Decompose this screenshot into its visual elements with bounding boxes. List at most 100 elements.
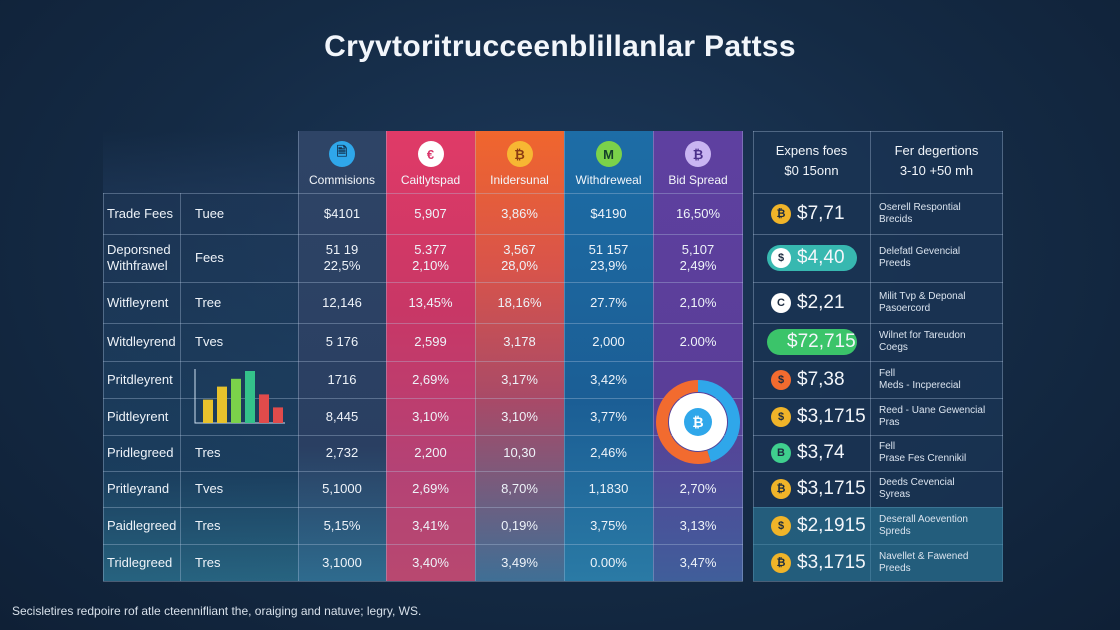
row-label: Pidtleyrent bbox=[107, 408, 169, 424]
row-type: Tres bbox=[195, 554, 221, 570]
grid-line-v bbox=[653, 131, 654, 581]
expense-value: $3,74 bbox=[797, 442, 845, 463]
bitcoin-icon: ₿ bbox=[685, 141, 711, 167]
grid-line-v bbox=[103, 193, 104, 581]
grid-line-h bbox=[753, 193, 1003, 194]
grid-line-v bbox=[180, 193, 181, 581]
donut-center-label: ₿ bbox=[692, 415, 703, 431]
grid-line-h bbox=[103, 507, 743, 508]
expenses-header-sub: $0 15onn bbox=[784, 163, 839, 178]
expense-note: Deeds Cevencial Syreas bbox=[879, 477, 955, 500]
row-type: Tres bbox=[195, 445, 221, 460]
expense-value: $2,21 bbox=[797, 291, 845, 313]
expense-row: B $3,74 Fell Prase Fes Crennikil bbox=[753, 435, 1003, 471]
expense-value: $72,715 bbox=[787, 331, 856, 352]
row-label: Pritdleyrent bbox=[107, 371, 173, 387]
table-cell: 3,77% bbox=[590, 408, 627, 424]
grid-line-h bbox=[103, 471, 743, 472]
expense-row: $ $2,1915 Deserall Aoevention Spreds bbox=[753, 507, 1003, 544]
expense-row: $ $4,40 Delefatl Gevencial Preeds bbox=[753, 234, 1003, 282]
col-header-label: Inidersunal bbox=[490, 173, 549, 187]
row-type: Tuee bbox=[195, 205, 225, 221]
expense-value: $4,40 bbox=[797, 247, 845, 268]
table-cell: 0,19% bbox=[501, 517, 538, 533]
dollar-coin-icon: $ bbox=[771, 406, 791, 427]
table-cell: 3,1000 bbox=[322, 554, 362, 570]
expense-note: Deserall Aoevention Spreds bbox=[879, 513, 968, 537]
table-cell: 27.7% bbox=[590, 294, 627, 310]
grid-line-h bbox=[753, 435, 1003, 436]
expense-value: $3,1715 bbox=[797, 551, 866, 573]
col-bg-labels bbox=[103, 131, 298, 581]
fee-table: 🗎 Commisions € Caitlytspad ₿ Inidersunal M With… bbox=[103, 131, 743, 582]
col-header-label: Withdreweal bbox=[575, 173, 642, 187]
col-header-bid-spread: ₿ Bid Spread bbox=[653, 131, 743, 193]
table-cell: 12,146 bbox=[322, 294, 362, 310]
table-cell: 5,1000 bbox=[322, 481, 362, 496]
expense-note: Wilnet for Tareudon Coegs bbox=[879, 330, 966, 353]
col-header-caitlytspad: € Caitlytspad bbox=[386, 131, 475, 193]
grid-line-v bbox=[1002, 131, 1003, 581]
expense-note: Navellet & Fawened Preeds bbox=[879, 550, 969, 574]
grid-line-h bbox=[103, 435, 743, 436]
table-cell: 2,46% bbox=[590, 445, 627, 460]
table-cell: 3,86% bbox=[501, 205, 538, 221]
expense-note: Oserell Respontial Brecids bbox=[879, 201, 961, 225]
table-cell: 3,75% bbox=[590, 517, 627, 533]
grid-line-v bbox=[870, 131, 871, 581]
col-header-label: Commisions bbox=[308, 173, 375, 187]
grid-line-h bbox=[753, 398, 1003, 399]
dollar-coin-icon: $ bbox=[771, 369, 791, 390]
degertions-header: Fer degertions 3-10 +50 mh bbox=[870, 131, 1003, 193]
mini-bar bbox=[259, 394, 269, 423]
table-cell: 3,10% bbox=[501, 408, 538, 424]
expense-value: $2,1915 bbox=[797, 514, 866, 536]
page-title: Cryvtoritrucceenblillanlar Pattss bbox=[324, 30, 796, 63]
row-type: Tves bbox=[195, 334, 224, 349]
col-header-withdreweal: M Withdreweal bbox=[564, 131, 653, 193]
grid-line-h bbox=[103, 398, 743, 399]
grid-line-v bbox=[564, 131, 565, 581]
table-cell: 3,178 bbox=[503, 334, 536, 349]
donut-slice bbox=[697, 380, 740, 462]
table-cell: 2,69% bbox=[412, 481, 449, 496]
grid-line-h bbox=[103, 234, 743, 235]
table-cell: 5.377 2,10% bbox=[412, 242, 449, 273]
row-label: Pridlegreed bbox=[107, 445, 174, 460]
expense-row: ₿ $3,1715 Navellet & Fawened Preeds bbox=[753, 544, 1003, 581]
table-cell: 51 157 23,9% bbox=[588, 242, 629, 273]
expense-row: ₿ $7,71 Oserell Respontial Brecids bbox=[753, 193, 1003, 234]
row-type: Fees bbox=[195, 250, 224, 265]
grid-line-h bbox=[753, 471, 1003, 472]
expense-note: Reed - Uane Gewencial Pras bbox=[879, 404, 986, 428]
donut-slice bbox=[656, 380, 711, 464]
grid-line-h bbox=[753, 282, 1003, 283]
value-pill bbox=[767, 329, 857, 355]
mini-bar bbox=[217, 386, 227, 423]
row-type: Tree bbox=[195, 294, 222, 310]
col-header-label: Caitlytspad bbox=[400, 173, 461, 187]
grid-line-v bbox=[742, 131, 743, 581]
expenses-table: Expens foes $0 15onn Fer degertions 3-10… bbox=[753, 131, 1003, 582]
grid-line-h bbox=[103, 323, 743, 324]
row-type: Tves bbox=[195, 481, 224, 496]
row-label: Trade Fees bbox=[107, 205, 173, 221]
expenses-header: Expens foes $0 15onn bbox=[753, 131, 870, 193]
table-cell: 2,200 bbox=[414, 445, 447, 460]
grid-line-h bbox=[103, 282, 743, 283]
col-bg-underground bbox=[475, 131, 564, 581]
bitcoin-icon bbox=[684, 408, 712, 436]
table-cell: 18,16% bbox=[497, 294, 542, 310]
expense-value: $3,1715 bbox=[797, 478, 866, 499]
table-cell: 1,1830 bbox=[588, 481, 629, 496]
grid-line-h bbox=[753, 581, 1003, 582]
grid-line-v bbox=[298, 131, 299, 581]
expense-note: Milit Tvp & Deponal Pasoercord bbox=[879, 290, 966, 314]
col-bg-commissions bbox=[298, 131, 386, 581]
mini-bar bbox=[273, 407, 283, 423]
table-cell: $4190 bbox=[590, 205, 627, 221]
table-cell: 5,15% bbox=[323, 517, 361, 533]
col-header-inidersunal: ₿ Inidersunal bbox=[475, 131, 564, 193]
row-label: Tridlegreed bbox=[107, 554, 173, 570]
grid-line-v bbox=[475, 131, 476, 581]
